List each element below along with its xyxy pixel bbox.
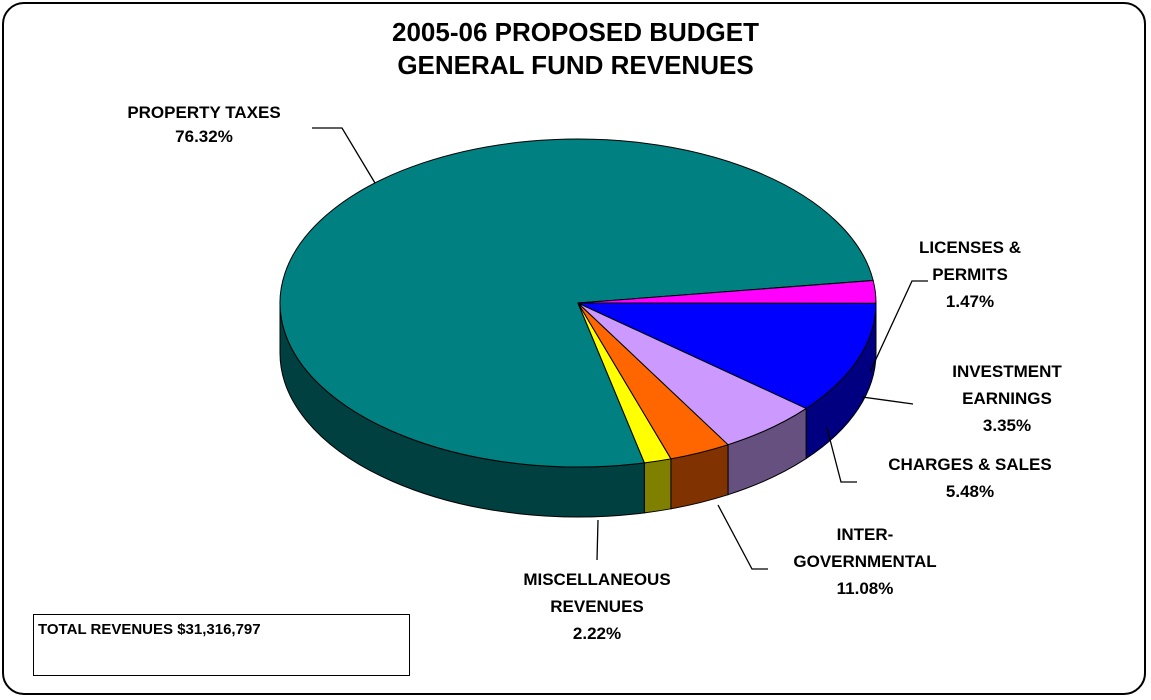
slice-label-licenses-permits-0: LICENSES &: [919, 238, 1021, 257]
leader-line-miscellaneous-revenues: [596, 519, 599, 561]
chart-title: 2005-06 PROPOSED BUDGET: [391, 17, 759, 47]
slice-label-investment-earnings-1: EARNINGS: [962, 389, 1052, 408]
slice-label-miscellaneous-revenues-1: REVENUES: [550, 597, 644, 616]
pie-sides: [279, 302, 877, 518]
total-revenues-box: TOTAL REVENUES $31,316,797: [33, 614, 410, 676]
slice-label-investment-earnings-0: INVESTMENT: [952, 362, 1062, 381]
leader-line-licenses-permits: [869, 280, 928, 373]
slice-label-inter-governmental-0: INTER-: [837, 525, 894, 544]
slice-value-property-taxes: 76.32%: [175, 127, 233, 146]
slice-label-charges-sales-0: CHARGES & SALES: [888, 455, 1051, 474]
leader-line-inter-governmental: [717, 504, 768, 570]
leader-line-property-taxes: [312, 127, 376, 184]
chart-title-block: 2005-06 PROPOSED BUDGET GENERAL FUND REV…: [0, 16, 1151, 82]
slice-label-licenses-permits-1: PERMITS: [932, 265, 1008, 284]
slice-value-licenses-permits: 1.47%: [946, 292, 994, 311]
slice-value-inter-governmental: 11.08%: [837, 579, 894, 598]
leader-line-charges-sales: [826, 427, 857, 483]
slice-value-investment-earnings: 3.35%: [983, 416, 1031, 435]
pie-top: [279, 138, 877, 468]
total-revenues-text: TOTAL REVENUES $31,316,797: [38, 621, 261, 638]
pie-slice-miscellaneous-revenues: [577, 279, 877, 304]
slice-label-inter-governmental-1: GOVERNMENTAL: [793, 552, 936, 571]
chart-subtitle: GENERAL FUND REVENUES: [397, 50, 754, 80]
slice-label-property-taxes-0: PROPERTY TAXES: [127, 103, 280, 122]
slice-label-miscellaneous-revenues-0: MISCELLANEOUS: [523, 570, 670, 589]
slice-labels: PROPERTY TAXES 76.32% LICENSES & PERMITS 1.4…: [127, 103, 1062, 643]
pie-side-licenses-permits: [643, 458, 672, 514]
leader-line-investment-earnings: [861, 396, 914, 405]
slice-value-miscellaneous-revenues: 2.22%: [573, 624, 621, 643]
pie-slice-inter-governmental: [577, 302, 877, 410]
pie-slice-property-taxes: [279, 138, 874, 468]
slice-value-charges-sales: 5.48%: [946, 482, 994, 501]
